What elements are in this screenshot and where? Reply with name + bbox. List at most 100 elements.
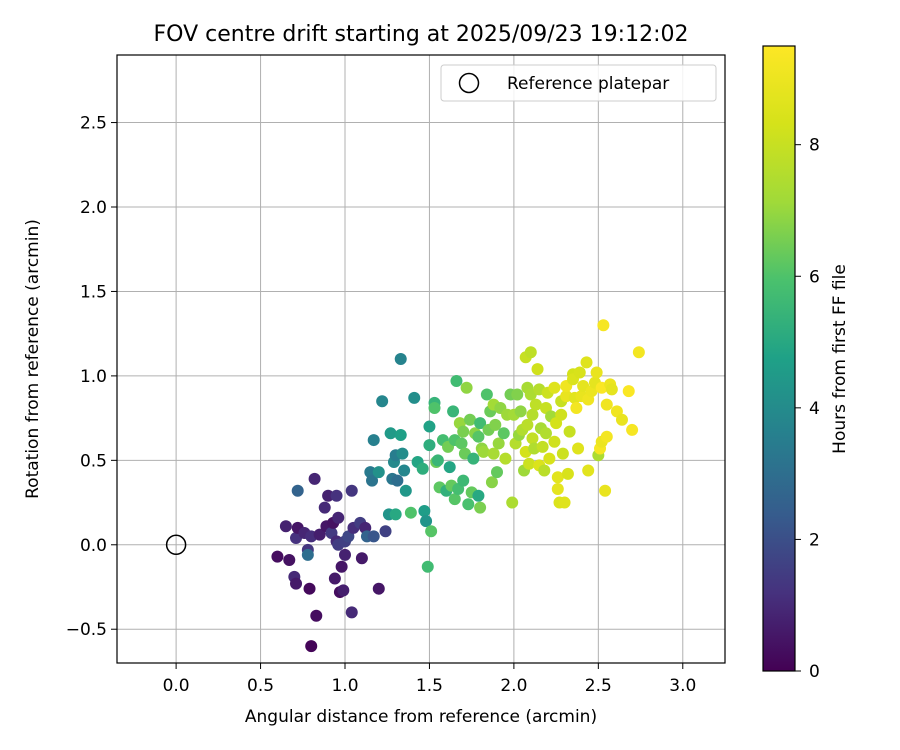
data-point bbox=[555, 408, 568, 421]
data-point bbox=[556, 447, 569, 460]
y-tick-label: 0.5 bbox=[80, 451, 107, 471]
data-point bbox=[279, 520, 292, 533]
data-point bbox=[514, 405, 527, 418]
data-point bbox=[580, 356, 593, 369]
data-point bbox=[457, 474, 470, 487]
data-point bbox=[463, 413, 476, 426]
data-point bbox=[539, 427, 552, 440]
x-tick-label: 0.0 bbox=[163, 676, 190, 696]
data-point bbox=[290, 577, 303, 590]
data-point bbox=[590, 366, 603, 379]
data-point bbox=[457, 425, 470, 438]
data-point bbox=[573, 366, 586, 379]
data-point bbox=[491, 466, 503, 479]
data-point bbox=[425, 525, 438, 538]
data-point bbox=[291, 484, 304, 497]
data-point bbox=[396, 447, 409, 460]
plot-frame bbox=[116, 54, 726, 664]
data-point bbox=[582, 464, 595, 477]
legend-label: Reference platepar bbox=[507, 74, 669, 94]
data-point bbox=[492, 437, 505, 450]
data-point bbox=[615, 413, 628, 426]
data-point bbox=[328, 572, 341, 585]
data-point bbox=[572, 442, 585, 455]
data-point bbox=[271, 550, 284, 563]
x-tick-label: 1.0 bbox=[331, 676, 358, 696]
colorbar-tick-label: 4 bbox=[809, 399, 820, 419]
colorbar-label: Hours from first FF file bbox=[830, 264, 850, 454]
data-point bbox=[394, 353, 407, 365]
data-point bbox=[404, 506, 417, 519]
data-point bbox=[632, 346, 645, 359]
chart-title: FOV centre drift starting at 2025/09/23 … bbox=[154, 22, 689, 47]
data-point bbox=[420, 515, 433, 528]
data-point bbox=[305, 640, 318, 653]
data-point bbox=[322, 489, 335, 502]
x-tick-label: 2.0 bbox=[500, 676, 527, 696]
data-point bbox=[308, 472, 321, 485]
data-point bbox=[450, 374, 463, 387]
x-tick-label: 1.5 bbox=[416, 676, 443, 696]
data-point bbox=[372, 582, 385, 595]
data-point bbox=[379, 525, 392, 538]
data-point bbox=[421, 560, 434, 573]
y-axis-label: Rotation from reference (arcmin) bbox=[23, 219, 43, 499]
data-point bbox=[526, 432, 539, 445]
data-point bbox=[303, 582, 316, 595]
data-point bbox=[330, 489, 343, 502]
x-gridlines bbox=[175, 55, 684, 663]
data-point bbox=[597, 319, 610, 332]
data-point bbox=[443, 461, 456, 474]
colorbar-gradient bbox=[762, 45, 796, 672]
data-point bbox=[335, 560, 348, 573]
y-axis-ticks: −0.5 0.0 0.5 1.0 1.5 2.0 2.5 bbox=[66, 114, 117, 640]
data-point bbox=[428, 401, 441, 414]
data-point bbox=[462, 498, 475, 511]
data-point bbox=[384, 427, 397, 440]
data-point bbox=[318, 501, 331, 514]
data-point bbox=[332, 511, 345, 524]
data-point bbox=[301, 548, 314, 561]
data-point bbox=[472, 430, 485, 443]
data-point bbox=[485, 476, 498, 489]
colorbar-ticks: 0 2 4 6 8 bbox=[795, 136, 820, 682]
x-tick-label: 2.5 bbox=[585, 676, 612, 696]
data-point bbox=[431, 454, 444, 467]
data-point bbox=[561, 467, 574, 480]
data-point bbox=[448, 493, 461, 506]
data-point bbox=[600, 430, 613, 443]
data-point bbox=[536, 440, 549, 453]
data-points bbox=[271, 319, 645, 653]
reference-point bbox=[165, 534, 187, 556]
data-point bbox=[418, 505, 431, 517]
x-tick-label: 3.0 bbox=[669, 676, 696, 696]
data-point bbox=[345, 484, 358, 497]
colorbar-tick-label: 6 bbox=[809, 267, 820, 287]
data-point bbox=[558, 496, 571, 509]
data-point bbox=[622, 385, 635, 398]
data-point bbox=[416, 462, 429, 475]
y-tick-label: 1.0 bbox=[80, 367, 107, 387]
colorbar-tick-label: 0 bbox=[809, 662, 820, 682]
data-point bbox=[480, 388, 493, 401]
data-point bbox=[283, 553, 296, 566]
data-point bbox=[548, 435, 561, 448]
legend: Reference platepar bbox=[440, 64, 717, 102]
data-point bbox=[313, 528, 326, 541]
data-point bbox=[372, 466, 385, 479]
data-point bbox=[394, 429, 407, 441]
data-point bbox=[474, 417, 487, 430]
data-point bbox=[626, 423, 639, 436]
data-point bbox=[423, 439, 436, 452]
data-point bbox=[499, 452, 512, 465]
data-point bbox=[345, 606, 358, 619]
data-point bbox=[367, 434, 380, 447]
y-tick-label: 2.5 bbox=[80, 114, 107, 134]
data-point bbox=[355, 552, 368, 565]
data-point bbox=[543, 452, 556, 465]
data-point bbox=[489, 418, 502, 431]
data-point bbox=[339, 548, 351, 561]
data-point bbox=[423, 420, 436, 433]
data-point bbox=[523, 457, 536, 470]
